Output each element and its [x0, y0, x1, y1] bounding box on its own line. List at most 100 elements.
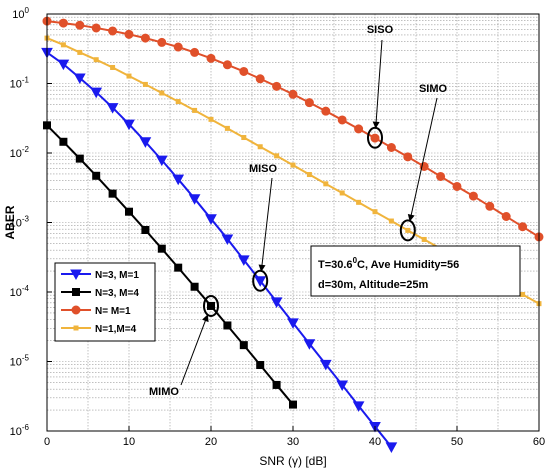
data-point	[110, 64, 116, 70]
data-point	[288, 89, 298, 99]
data-point	[140, 33, 150, 43]
data-point	[75, 154, 84, 163]
x-tick-label: 30	[287, 436, 299, 448]
series-3	[42, 16, 544, 242]
legend-item: N=1,M=4	[61, 324, 137, 335]
annotation-label: SISO	[367, 24, 394, 36]
data-point	[126, 73, 132, 79]
data-point	[485, 201, 495, 211]
data-point	[77, 49, 83, 55]
legend-label: N=3, M=4	[95, 288, 139, 299]
series-2	[43, 121, 297, 409]
y-tick-label: 10-5	[10, 354, 30, 369]
annotation-mimo: MIMO	[149, 294, 219, 398]
y-tick-label: 10-1	[10, 76, 30, 91]
x-tick-label: 50	[451, 436, 463, 448]
data-point	[370, 133, 380, 143]
data-point	[290, 162, 296, 168]
legend-swatch-marker	[73, 325, 79, 331]
data-point	[90, 87, 103, 99]
data-point	[159, 90, 165, 96]
data-point	[468, 191, 478, 201]
data-point	[270, 297, 283, 308]
data-point	[124, 29, 134, 39]
y-tick-label: 100	[12, 6, 29, 21]
data-point	[91, 23, 101, 33]
x-tick-label: 0	[44, 436, 50, 448]
annotation-ellipse	[399, 219, 416, 242]
data-point	[405, 227, 411, 233]
data-point	[336, 380, 349, 391]
annotation-ellipse	[252, 269, 269, 292]
series-1	[41, 47, 398, 453]
data-point	[385, 442, 398, 453]
data-point	[452, 181, 462, 191]
data-point	[172, 174, 185, 186]
x-axis-label: SNR (γ) [dB]	[259, 454, 326, 468]
data-point	[272, 380, 281, 389]
annotation-label: MISO	[249, 163, 278, 175]
data-point	[208, 116, 214, 122]
info-line-1-prefix: T=30.6	[318, 259, 353, 271]
data-point	[108, 26, 118, 36]
legend-item: N=3, M=4	[61, 288, 139, 299]
annotation-arrow	[180, 314, 209, 386]
annotation-arrowhead	[407, 214, 415, 222]
data-point	[386, 142, 396, 152]
data-point	[175, 99, 181, 105]
data-point	[192, 107, 198, 113]
data-point	[241, 135, 247, 141]
data-point	[306, 172, 312, 178]
annotation-label: MIMO	[149, 386, 179, 398]
data-point	[518, 222, 528, 232]
data-point	[224, 125, 230, 131]
annotation-ellipse	[203, 294, 219, 317]
data-point	[106, 103, 119, 114]
legend-swatch-marker	[70, 269, 82, 281]
info-line-1-suffix: C, Ave Humidity=56	[357, 259, 459, 271]
data-point	[157, 37, 167, 47]
data-point	[520, 292, 526, 298]
legend-label: N= M=1	[95, 306, 131, 317]
legend-label: N=1,M=4	[95, 324, 137, 335]
data-point	[289, 400, 297, 409]
data-point	[73, 73, 86, 85]
data-point	[321, 106, 331, 116]
y-tick-label: 10-3	[10, 215, 30, 230]
info-line-1-superscript: 0	[353, 256, 358, 265]
data-point	[155, 155, 168, 167]
data-point	[356, 199, 362, 205]
legend-item: N= M=1	[61, 305, 131, 317]
annotation-arrow	[260, 177, 273, 272]
info-line-2: d=30m, Altitude=25m	[318, 279, 428, 291]
annotation-simo: SIMO	[399, 83, 447, 242]
data-point	[337, 115, 347, 125]
data-point	[239, 66, 249, 76]
annotation-arrow	[409, 97, 438, 222]
data-point	[436, 171, 446, 181]
data-point	[60, 42, 66, 48]
data-point	[339, 190, 345, 196]
data-point	[123, 119, 135, 131]
data-point	[319, 359, 332, 371]
data-point	[303, 339, 316, 350]
data-point	[188, 194, 201, 205]
legend-item: N=3, M=1	[61, 269, 139, 281]
x-tick-label: 20	[205, 436, 217, 448]
data-point	[59, 137, 68, 146]
series-line	[46, 51, 393, 448]
info-line-1: T=30.60C, Ave Humidity=56	[318, 256, 459, 271]
data-point	[206, 53, 216, 63]
y-tick-label: 10-4	[10, 284, 30, 299]
legend-label: N=3, M=1	[95, 270, 139, 281]
data-point	[304, 98, 314, 108]
tick-labels: 0 10 20 30 40 50 60 100 10-1 10-2 10-3 10-4 10-5 10-6	[10, 6, 546, 448]
annotation-arrow	[375, 39, 383, 129]
data-point	[421, 236, 427, 242]
data-point	[190, 47, 200, 57]
data-point	[125, 207, 133, 216]
data-point	[92, 171, 101, 180]
data-point	[93, 57, 99, 63]
data-point	[141, 225, 150, 234]
